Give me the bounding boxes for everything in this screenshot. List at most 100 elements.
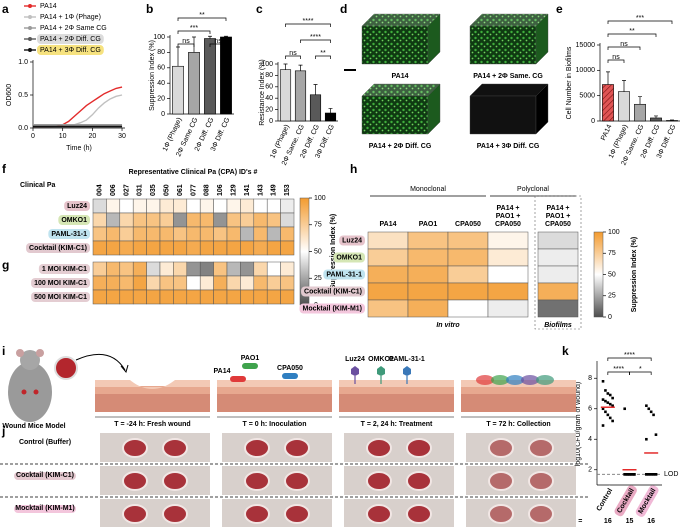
significance-bracket	[607, 20, 673, 24]
y-axis-label: Cell Number in Biofilms	[566, 46, 573, 119]
wound-photo	[344, 499, 454, 527]
heatmap-cell	[159, 212, 174, 228]
wound	[162, 438, 188, 458]
bar	[309, 94, 322, 122]
significance-label: ns	[620, 41, 628, 48]
heatmap-cell	[186, 289, 201, 305]
step-label: T = -24 h: Fresh wound	[114, 421, 190, 428]
wound-closeup	[54, 356, 78, 380]
significance-label: ****	[613, 366, 624, 373]
heatmap-cell	[407, 299, 449, 318]
skin-mid	[461, 386, 576, 394]
y-tick-label: 0.0	[18, 125, 28, 132]
significance-bracket	[607, 46, 641, 50]
heatmap-cell	[226, 275, 241, 291]
error-bar	[622, 80, 626, 92]
row-label: OMKO1	[61, 217, 87, 224]
heatmap-cell	[92, 261, 107, 277]
colorbar-tick-label: 25	[314, 275, 322, 282]
wound-photo	[100, 466, 210, 495]
step-label: T = 72 h: Collection	[486, 421, 550, 428]
heatmap-cell	[106, 240, 121, 256]
heatmap-cell	[537, 299, 579, 318]
column-label: 050	[164, 184, 171, 196]
heatmap-cell	[537, 265, 579, 284]
data-point	[606, 392, 610, 395]
photo-row-label: Mocktail (KIM-M1)	[14, 505, 76, 513]
label-background	[594, 485, 616, 515]
photo-row-label: Control (Buffer)	[14, 439, 76, 447]
row-label: Cocktail (KIM-C1)	[304, 288, 362, 295]
y-tick-label: 0	[161, 111, 165, 118]
treated-cluster	[476, 375, 494, 385]
heatmap-cell	[213, 240, 228, 256]
heatmap-cell	[186, 261, 201, 277]
heatmap-cell	[173, 212, 188, 228]
wound	[162, 504, 188, 524]
heatmap-cell	[199, 212, 214, 228]
heatmap-cell	[132, 289, 147, 305]
n-label: n =	[572, 518, 582, 525]
bacterium-label: CPA050	[277, 365, 303, 372]
data-point	[611, 404, 614, 407]
data-point	[625, 473, 629, 476]
skin-top	[95, 380, 210, 389]
y-tick-label: 5000	[579, 93, 595, 100]
phage-label: PAML-31-1	[389, 356, 425, 363]
column-label: 061	[177, 184, 184, 196]
y-tick-label: 2	[588, 467, 592, 474]
panel-letter: j	[1, 424, 5, 438]
y-tick-label: 100	[153, 34, 165, 41]
error-bar	[224, 35, 228, 37]
heatmap-cell	[280, 240, 295, 256]
data-point	[601, 380, 605, 383]
heatmap-cell	[92, 198, 107, 214]
category-label-group: Cocktail	[614, 485, 637, 517]
data-point	[604, 410, 607, 414]
wound	[528, 504, 554, 524]
legend-label: PA14 + 3Φ Diff. CG	[40, 47, 101, 54]
significance-label: ****	[624, 352, 635, 359]
heatmap-cell	[253, 289, 268, 305]
heatmap-cell	[213, 261, 228, 277]
heatmap-cell	[407, 282, 449, 301]
heatmap-cell	[199, 198, 214, 214]
legend-marker	[28, 4, 32, 8]
error-bar	[670, 119, 674, 121]
legend-marker	[28, 48, 32, 52]
wound	[488, 504, 514, 524]
bar	[204, 38, 216, 115]
significance-label: ***	[636, 15, 644, 22]
x-tick-label: 10	[59, 133, 67, 140]
y-axis-label: OD600	[6, 84, 13, 106]
heatmap-cell	[447, 265, 489, 284]
significance-bracket	[177, 43, 195, 47]
y-tick-label: 40	[157, 80, 165, 87]
biofilm-front	[469, 95, 537, 135]
data-point	[601, 407, 605, 411]
data-point	[601, 424, 605, 427]
heatmap-cell	[240, 261, 255, 277]
panel-letter: f	[2, 162, 7, 176]
heatmap-cell	[159, 240, 174, 256]
heatmap-cell	[240, 226, 255, 242]
significance-label: **	[320, 50, 326, 57]
heatmap-cell	[537, 231, 579, 250]
biofilm-front	[361, 95, 429, 135]
significance-bracket	[315, 55, 331, 59]
image-label: PA14 + 3Φ Diff. CG	[477, 143, 540, 150]
heatmap-cell	[240, 212, 255, 228]
heatmap-title: Representative Clinical Pa (CPA) ID's #	[129, 169, 258, 176]
row-label: Luz24	[67, 203, 87, 210]
column-label: PA14 + PAO1 + CPA050	[495, 205, 521, 228]
legend-marker	[28, 37, 32, 41]
heatmap-cell	[266, 212, 281, 228]
significance-bracket	[285, 23, 331, 27]
bacterium-label: PA14	[214, 368, 231, 375]
row-label: OMKO1	[336, 254, 362, 261]
wound	[528, 471, 554, 491]
row-label: 1 MOI KIM-C1	[42, 266, 87, 273]
treated-cluster	[521, 375, 539, 385]
y-tick-label: 80	[157, 49, 165, 56]
